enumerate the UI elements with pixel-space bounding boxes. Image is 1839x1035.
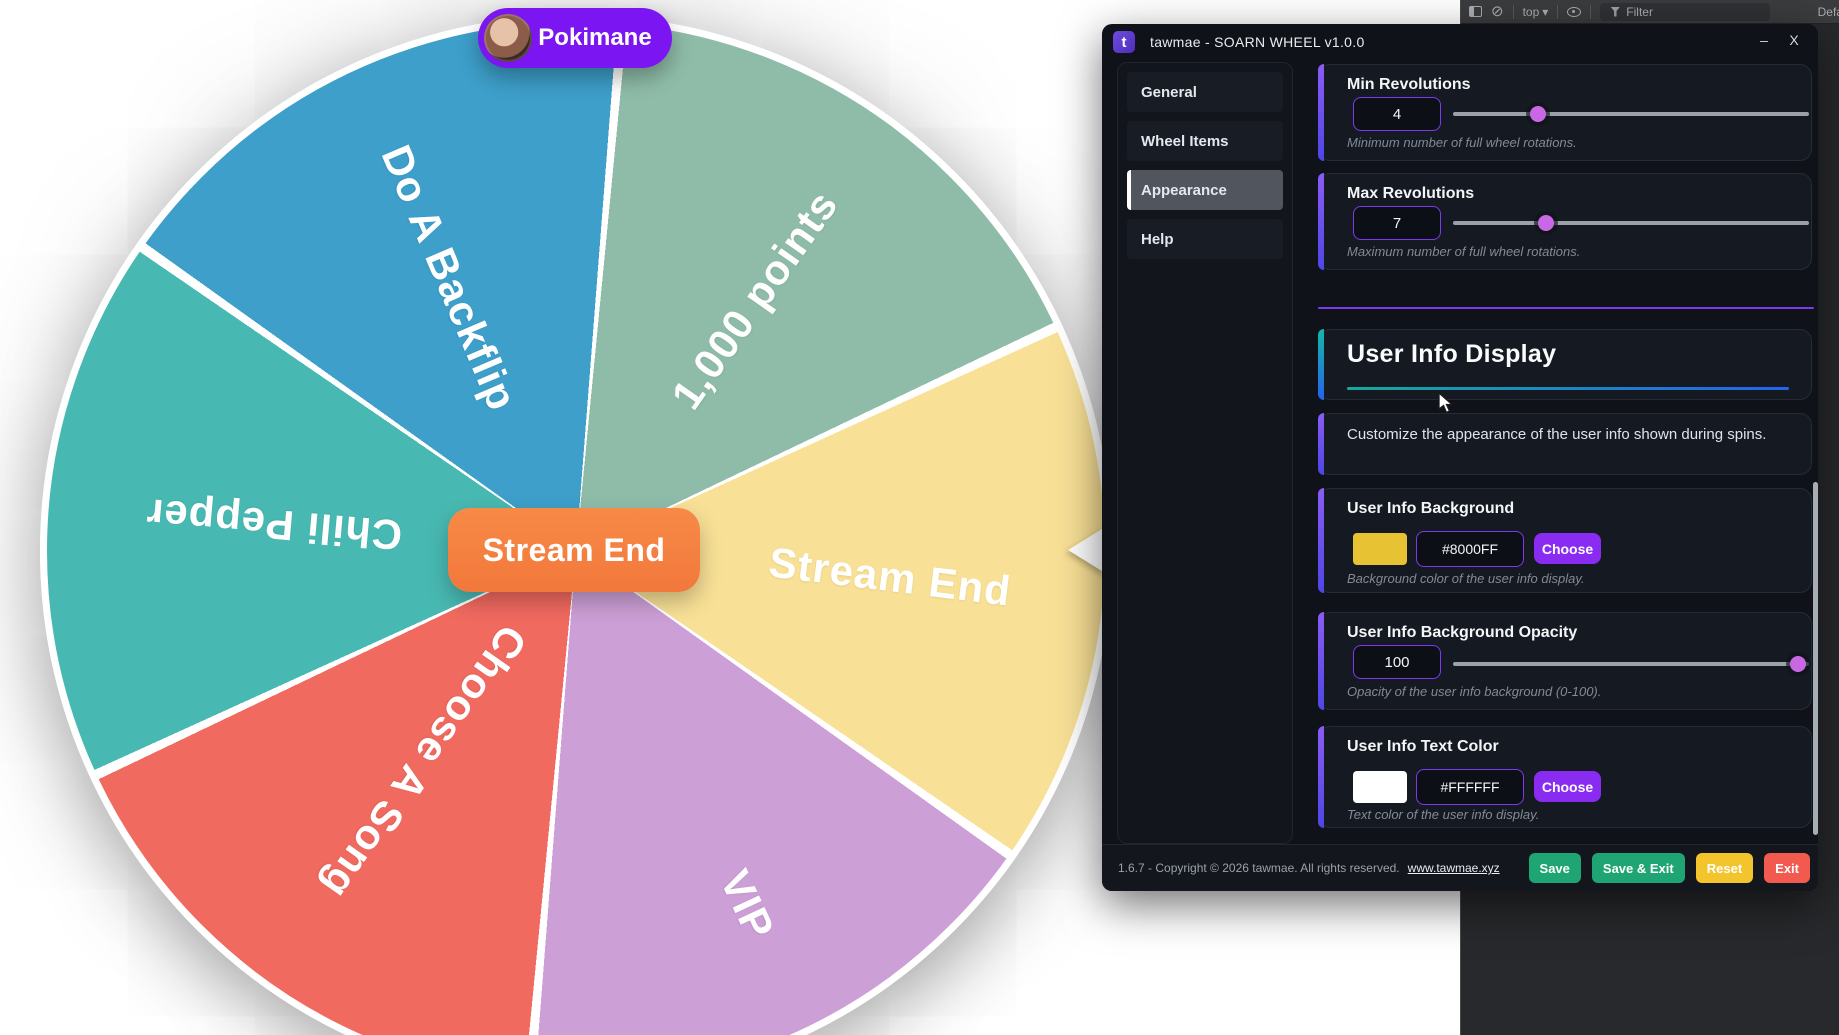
window-titlebar: t tawmae - SOARN WHEEL v1.0.0 [1102,24,1818,60]
user-info-background-label: User Info Background [1347,500,1515,517]
user-badge: Pokimane [478,8,672,68]
toolbar-divider [1512,4,1514,19]
min-revolutions-slider[interactable] [1453,106,1809,122]
exit-button[interactable]: Exit [1764,853,1810,883]
max-revolutions-help: Maximum number of full wheel rotations. [1347,244,1581,259]
app-logo: t [1113,31,1135,53]
reset-button[interactable]: Reset [1695,853,1754,883]
save-button[interactable]: Save [1528,853,1581,883]
min-revolutions-help: Minimum number of full wheel rotations. [1347,135,1577,150]
user-info-background-card: User Info Background Choose Background c… [1318,488,1812,593]
minimize-button[interactable]: – [1760,32,1768,48]
min-revolutions-label: Min Revolutions [1347,76,1471,93]
min-revolutions-card: Min Revolutions Minimum number of full w… [1318,64,1812,161]
max-revolutions-input[interactable] [1353,206,1441,240]
section-description: Customize the appearance of the user inf… [1347,426,1767,443]
background-color-input[interactable] [1416,531,1524,567]
min-revolutions-input[interactable] [1353,97,1441,131]
user-info-text-color-card: User Info Text Color Choose Text color o… [1318,726,1812,828]
context-dropdown-label: top [1522,4,1540,19]
eye-icon[interactable] [1567,6,1582,17]
console-filter-input[interactable]: Filter [1600,2,1771,21]
max-revolutions-slider[interactable] [1453,215,1809,231]
section-divider [1318,307,1814,309]
opacity-slider[interactable] [1453,656,1809,672]
copyright-text: 1.6.7 - Copyright © 2026 tawmae. All rig… [1118,861,1400,875]
mouse-cursor [1438,392,1454,414]
section-title-underline [1347,387,1789,390]
max-revolutions-label: Max Revolutions [1347,185,1475,202]
slider-track [1453,112,1809,116]
text-color-choose-button[interactable]: Choose [1534,771,1601,802]
chevron-down-icon: ▾ [1542,4,1549,19]
toolbar-divider [1590,4,1592,19]
clear-console-icon[interactable]: ⊘ [1491,3,1504,20]
footer-buttons: Save Save & Exit Reset Exit [1528,853,1810,883]
slider-track [1453,662,1809,666]
close-button[interactable]: X [1789,32,1799,48]
username-label: Pokimane [538,24,652,51]
save-and-exit-button[interactable]: Save & Exit [1591,853,1685,883]
user-info-opacity-label: User Info Background Opacity [1347,624,1578,641]
settings-window: t tawmae - SOARN WHEEL v1.0.0 – X Genera… [1102,24,1818,891]
toolbar-divider [1557,4,1559,19]
website-link[interactable]: www.tawmae.xyz [1407,861,1500,875]
devtools-toolbar: ⊘ top ▾ Filter Defa [1461,0,1839,24]
slider-thumb[interactable] [1790,656,1807,672]
window-title: tawmae - SOARN WHEEL v1.0.0 [1150,34,1365,50]
background-color-swatch[interactable] [1353,533,1407,565]
context-dropdown[interactable]: top ▾ [1523,5,1549,19]
opacity-input[interactable] [1353,645,1441,679]
avatar [484,14,532,62]
slider-thumb[interactable] [1537,215,1554,231]
text-color-input[interactable] [1416,769,1524,805]
user-info-opacity-help: Opacity of the user info background (0-1… [1347,684,1602,699]
scrollbar[interactable] [1813,482,1818,835]
sidebar-item-appearance[interactable]: Appearance [1127,170,1283,210]
sidebar-item-help[interactable]: Help [1127,219,1283,259]
text-color-swatch[interactable] [1353,771,1407,803]
user-info-text-color-label: User Info Text Color [1347,738,1499,755]
window-footer: 1.6.7 - Copyright © 2026 tawmae. All rig… [1102,844,1818,891]
default-levels-dropdown[interactable]: Defa [1817,4,1839,19]
user-info-opacity-card: User Info Background Opacity Opacity of … [1318,612,1812,710]
user-info-text-color-help: Text color of the user info display. [1347,807,1540,822]
user-info-background-help: Background color of the user info displa… [1347,571,1585,586]
dock-side-icon[interactable] [1469,6,1482,17]
slider-track [1453,221,1809,225]
filter-placeholder: Filter [1626,4,1653,19]
slider-thumb[interactable] [1530,106,1547,122]
sidebar: General Wheel Items Appearance Help [1117,62,1293,844]
background-choose-button[interactable]: Choose [1534,533,1601,564]
user-info-display-header-card: User Info Display [1318,329,1812,400]
filter-funnel-icon [1610,6,1621,17]
wheel-pointer-icon [1068,527,1105,573]
section-description-card: Customize the appearance of the user inf… [1318,413,1812,475]
max-revolutions-card: Max Revolutions Maximum number of full w… [1318,173,1812,270]
sidebar-item-wheel-items[interactable]: Wheel Items [1127,121,1283,161]
section-title: User Info Display [1347,340,1557,368]
sidebar-item-general[interactable]: General [1127,72,1283,112]
spin-button[interactable]: Stream End [448,508,700,592]
